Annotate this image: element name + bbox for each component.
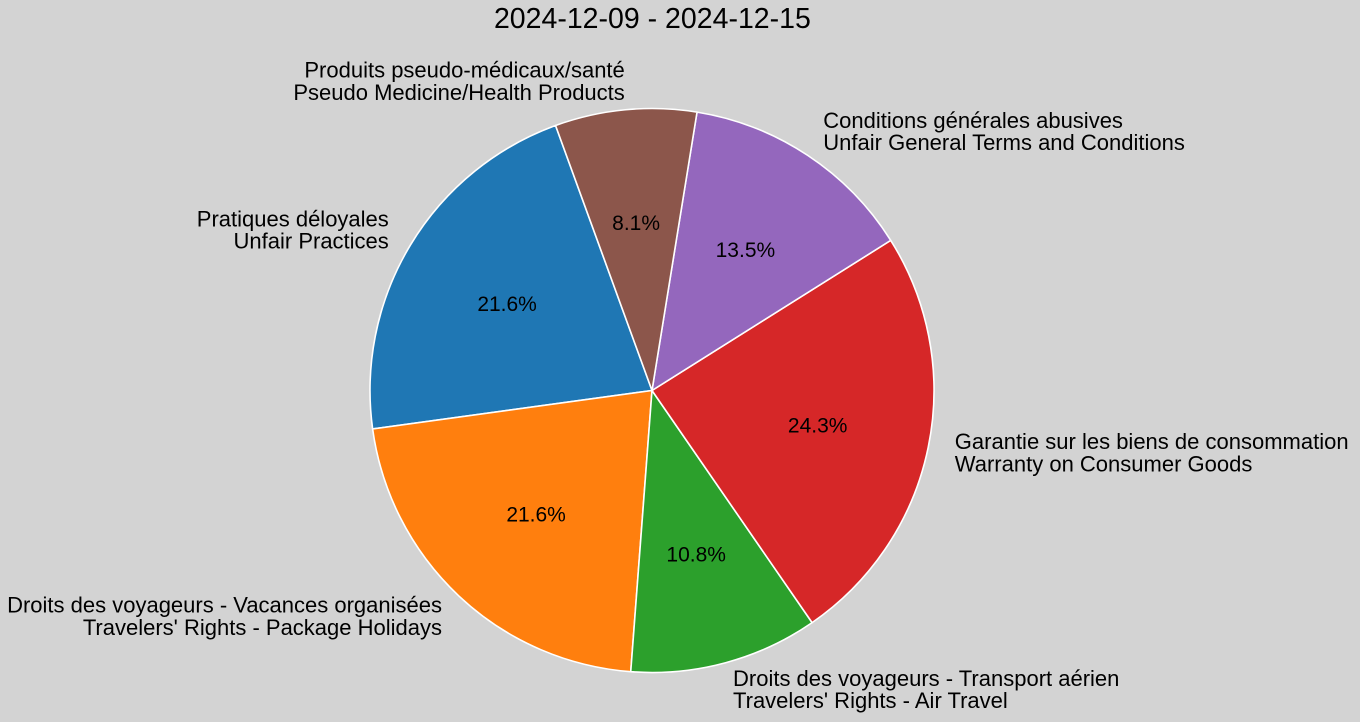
svg-text:Travelers' Rights - Package Ho: Travelers' Rights - Package Holidays xyxy=(83,615,442,640)
svg-text:Warranty on Consumer Goods: Warranty on Consumer Goods xyxy=(955,451,1253,476)
svg-text:Garantie sur les biens de cons: Garantie sur les biens de consommation xyxy=(955,429,1349,454)
svg-text:Unfair Practices: Unfair Practices xyxy=(234,229,389,254)
svg-text:Droits des voyageurs - Vacance: Droits des voyageurs - Vacances organisé… xyxy=(7,593,442,618)
svg-text:Travelers' Rights - Air Travel: Travelers' Rights - Air Travel xyxy=(733,688,1008,713)
svg-text:Conditions générales abusives: Conditions générales abusives xyxy=(823,108,1123,133)
svg-text:10.8%: 10.8% xyxy=(666,544,726,567)
svg-text:Droits des voyageurs - Transpo: Droits des voyageurs - Transport aérien xyxy=(733,666,1119,691)
svg-text:13.5%: 13.5% xyxy=(716,239,776,262)
svg-text:21.6%: 21.6% xyxy=(477,293,537,316)
svg-text:8.1%: 8.1% xyxy=(612,212,660,235)
svg-text:2024-12-09 - 2024-12-15: 2024-12-09 - 2024-12-15 xyxy=(494,3,811,35)
svg-text:Produits pseudo-médicaux/santé: Produits pseudo-médicaux/santé xyxy=(304,58,624,83)
svg-text:Pseudo Medicine/Health Product: Pseudo Medicine/Health Products xyxy=(293,80,624,105)
svg-text:Unfair General Terms and Condi: Unfair General Terms and Conditions xyxy=(823,130,1185,155)
svg-text:Pratiques déloyales: Pratiques déloyales xyxy=(197,206,389,231)
svg-text:24.3%: 24.3% xyxy=(788,414,848,437)
svg-text:21.6%: 21.6% xyxy=(506,504,566,527)
